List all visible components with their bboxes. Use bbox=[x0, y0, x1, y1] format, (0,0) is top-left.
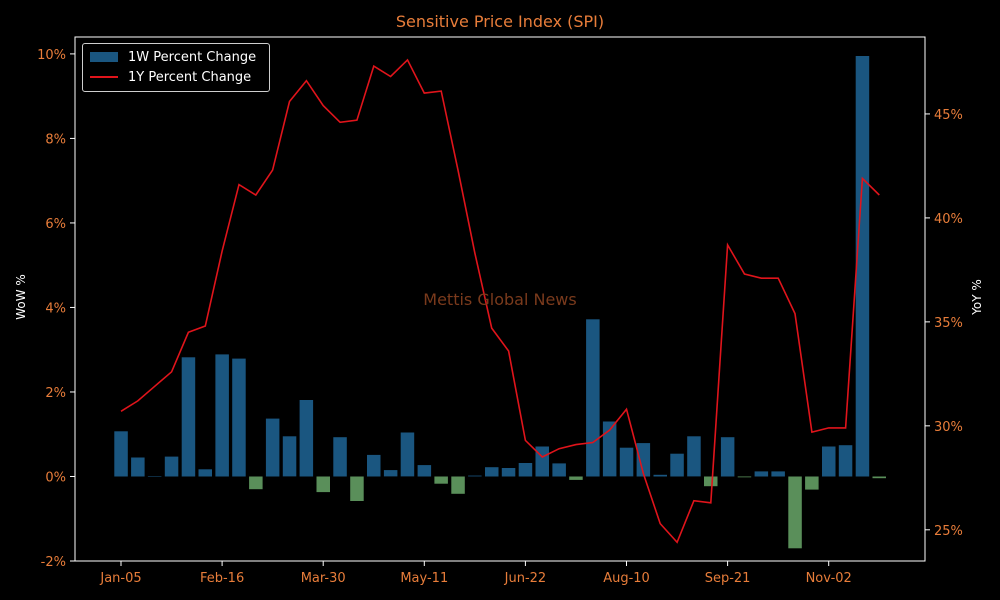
y-tick-label-left: 8% bbox=[45, 132, 66, 147]
wow-bar bbox=[569, 476, 583, 480]
y-tick-label-left: 0% bbox=[45, 470, 66, 485]
y-tick-label-right: 30% bbox=[934, 420, 963, 435]
y-tick-label-left: 4% bbox=[45, 301, 66, 316]
legend-swatch-line bbox=[90, 76, 118, 78]
wow-bar bbox=[417, 465, 432, 477]
wow-bar bbox=[771, 471, 785, 477]
y-tick-label-left: 6% bbox=[45, 217, 66, 232]
wow-bar bbox=[636, 443, 651, 477]
wow-bar bbox=[468, 475, 482, 477]
wow-bar bbox=[501, 468, 516, 477]
y-tick-label-right: 25% bbox=[934, 524, 963, 539]
wow-bar bbox=[434, 476, 448, 484]
x-tick-label: May-11 bbox=[400, 571, 448, 586]
x-tick-label: Mar-30 bbox=[301, 571, 346, 586]
wow-bar bbox=[737, 476, 752, 478]
y-tick-label-right: 40% bbox=[934, 212, 963, 227]
wow-bar bbox=[282, 436, 297, 477]
legend-label-yoy: 1Y Percent Change bbox=[128, 69, 252, 85]
legend-label-wow: 1W Percent Change bbox=[128, 49, 257, 65]
wow-bar bbox=[720, 437, 735, 477]
wow-bar bbox=[131, 457, 145, 477]
wow-bar bbox=[249, 476, 263, 490]
wow-bar bbox=[299, 400, 314, 477]
x-tick-label: Nov-02 bbox=[806, 571, 852, 586]
y-tick-label-left: 2% bbox=[45, 386, 66, 401]
wow-bar bbox=[872, 476, 886, 479]
line-series-yoy bbox=[120, 58, 880, 544]
wow-bar bbox=[367, 454, 381, 477]
wow-bar bbox=[383, 470, 398, 477]
wow-bar bbox=[164, 456, 179, 477]
wow-bar bbox=[855, 56, 870, 477]
wow-bar bbox=[316, 476, 330, 493]
legend-item-yoy: 1Y Percent Change bbox=[90, 69, 251, 85]
wow-bar bbox=[788, 476, 802, 549]
wow-bar bbox=[754, 471, 769, 477]
wow-bar bbox=[400, 432, 415, 477]
wow-bar bbox=[586, 319, 600, 477]
wow-bar bbox=[451, 476, 465, 494]
x-tick-label: Sep-21 bbox=[705, 571, 751, 586]
wow-bar bbox=[838, 445, 853, 477]
y-tick-label-left: -2% bbox=[41, 555, 66, 570]
x-tick-label: Jun-22 bbox=[504, 571, 547, 586]
y-tick-label-left: 10% bbox=[37, 48, 66, 63]
wow-bar bbox=[602, 421, 617, 477]
wow-bar bbox=[333, 437, 347, 477]
wow-bar bbox=[147, 476, 162, 477]
wow-bar bbox=[653, 474, 667, 477]
bar-series-wow bbox=[114, 56, 886, 549]
wow-bar bbox=[805, 476, 819, 490]
plot-frame bbox=[74, 36, 926, 562]
wow-bar bbox=[822, 446, 836, 477]
legend-swatch-bar bbox=[90, 52, 118, 62]
wow-bar bbox=[181, 357, 196, 477]
wow-bar bbox=[518, 463, 533, 477]
wow-bar bbox=[198, 469, 212, 477]
wow-bar bbox=[232, 358, 246, 477]
wow-bar bbox=[704, 476, 718, 487]
legend-item-wow: 1W Percent Change bbox=[90, 49, 256, 65]
legend: 1W Percent Change 1Y Percent Change bbox=[82, 43, 270, 92]
watermark-text: Mettis Global News bbox=[423, 290, 577, 309]
x-tick-label: Aug-10 bbox=[603, 571, 650, 586]
wow-bar bbox=[485, 467, 499, 477]
wow-bar bbox=[687, 436, 701, 477]
y-tick-label-right: 45% bbox=[934, 108, 963, 123]
chart-title: Sensitive Price Index (SPI) bbox=[395, 12, 605, 31]
wow-bar bbox=[535, 446, 549, 477]
wow-bar bbox=[350, 476, 364, 501]
wow-bar bbox=[619, 447, 634, 477]
x-tick-label: Jan-05 bbox=[99, 571, 141, 586]
wow-bar bbox=[552, 463, 566, 477]
wow-bar bbox=[215, 354, 229, 477]
wow-bar bbox=[265, 418, 280, 477]
x-tick-label: Feb-16 bbox=[200, 571, 244, 586]
wow-bar bbox=[114, 431, 128, 477]
y-tick-label-right: 35% bbox=[934, 316, 963, 331]
wow-bar bbox=[670, 453, 684, 477]
axes: -2% 0% 2% 4% 6% 8% 10% 25% 30% 35% 40% 45% Jan-05 Feb… bbox=[37, 48, 963, 586]
